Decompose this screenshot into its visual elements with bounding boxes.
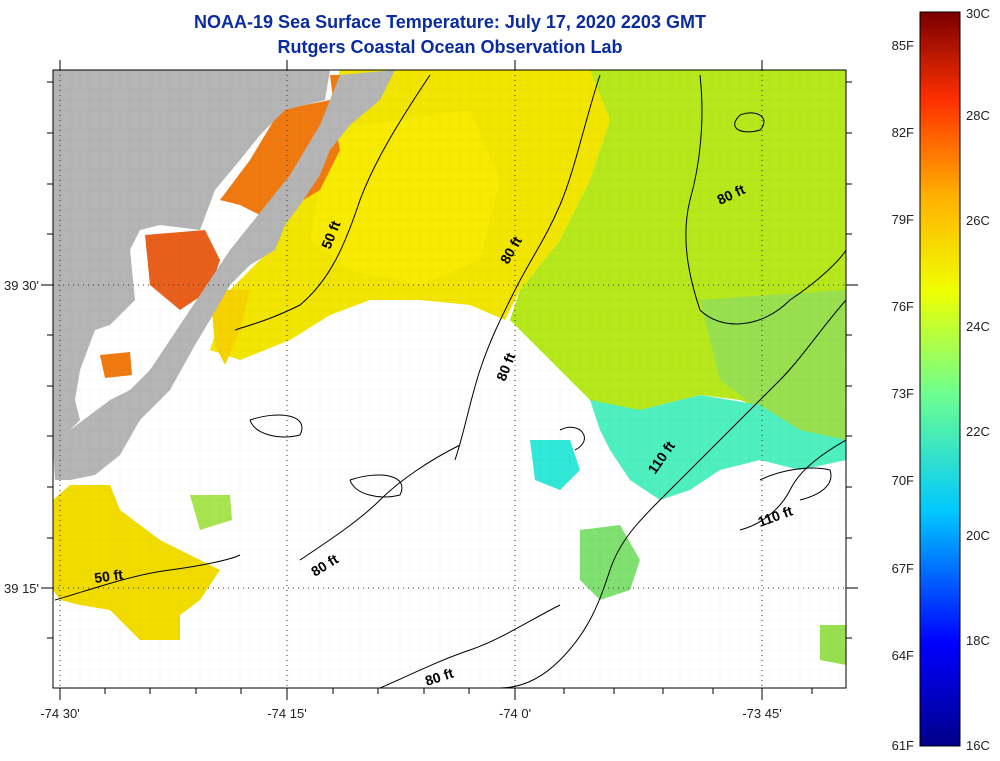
lat-tick-label: 39 30' — [4, 278, 39, 293]
colorbar-c-label: 28C — [966, 108, 990, 123]
colorbar — [919, 11, 961, 747]
lon-tick-label: -73 45' — [742, 706, 781, 721]
colorbar-f-label: 79F — [892, 212, 914, 227]
colorbar-celsius-labels: 30C 28C 26C 24C 22C 20C 18C 16C — [966, 6, 990, 753]
colorbar-f-label: 67F — [892, 561, 914, 576]
colorbar-c-label: 24C — [966, 319, 990, 334]
contour-label: 80 ft — [423, 665, 456, 689]
colorbar-c-label: 16C — [966, 738, 990, 753]
colorbar-c-label: 22C — [966, 424, 990, 439]
graticule — [53, 70, 846, 688]
lon-tick-label: -74 30' — [40, 706, 79, 721]
contour-label: 50 ft — [93, 566, 124, 586]
colorbar-f-label: 82F — [892, 125, 914, 140]
frame-ticks — [41, 60, 858, 700]
colorbar-c-label: 30C — [966, 6, 990, 21]
lon-tick-label: -74 15' — [267, 706, 306, 721]
lat-tick-label: 39 15' — [4, 581, 39, 596]
colorbar-f-label: 61F — [892, 738, 914, 753]
bathymetry-contours — [54, 74, 846, 688]
colorbar-fahrenheit-labels: 85F 82F 79F 76F 73F 70F 67F 64F 61F — [892, 38, 914, 753]
colorbar-f-label: 76F — [892, 299, 914, 314]
lon-tick-label: -74 0' — [499, 706, 531, 721]
map-title: NOAA-19 Sea Surface Temperature: July 17… — [194, 12, 706, 32]
colorbar-c-label: 26C — [966, 213, 990, 228]
colorbar-f-label: 73F — [892, 386, 914, 401]
colorbar-f-label: 64F — [892, 648, 914, 663]
colorbar-f-label: 70F — [892, 473, 914, 488]
colorbar-c-label: 18C — [966, 633, 990, 648]
colorbar-f-label: 85F — [892, 38, 914, 53]
map-frame — [52, 69, 847, 689]
colorbar-c-label: 20C — [966, 528, 990, 543]
map-subtitle: Rutgers Coastal Ocean Observation Lab — [277, 37, 623, 57]
